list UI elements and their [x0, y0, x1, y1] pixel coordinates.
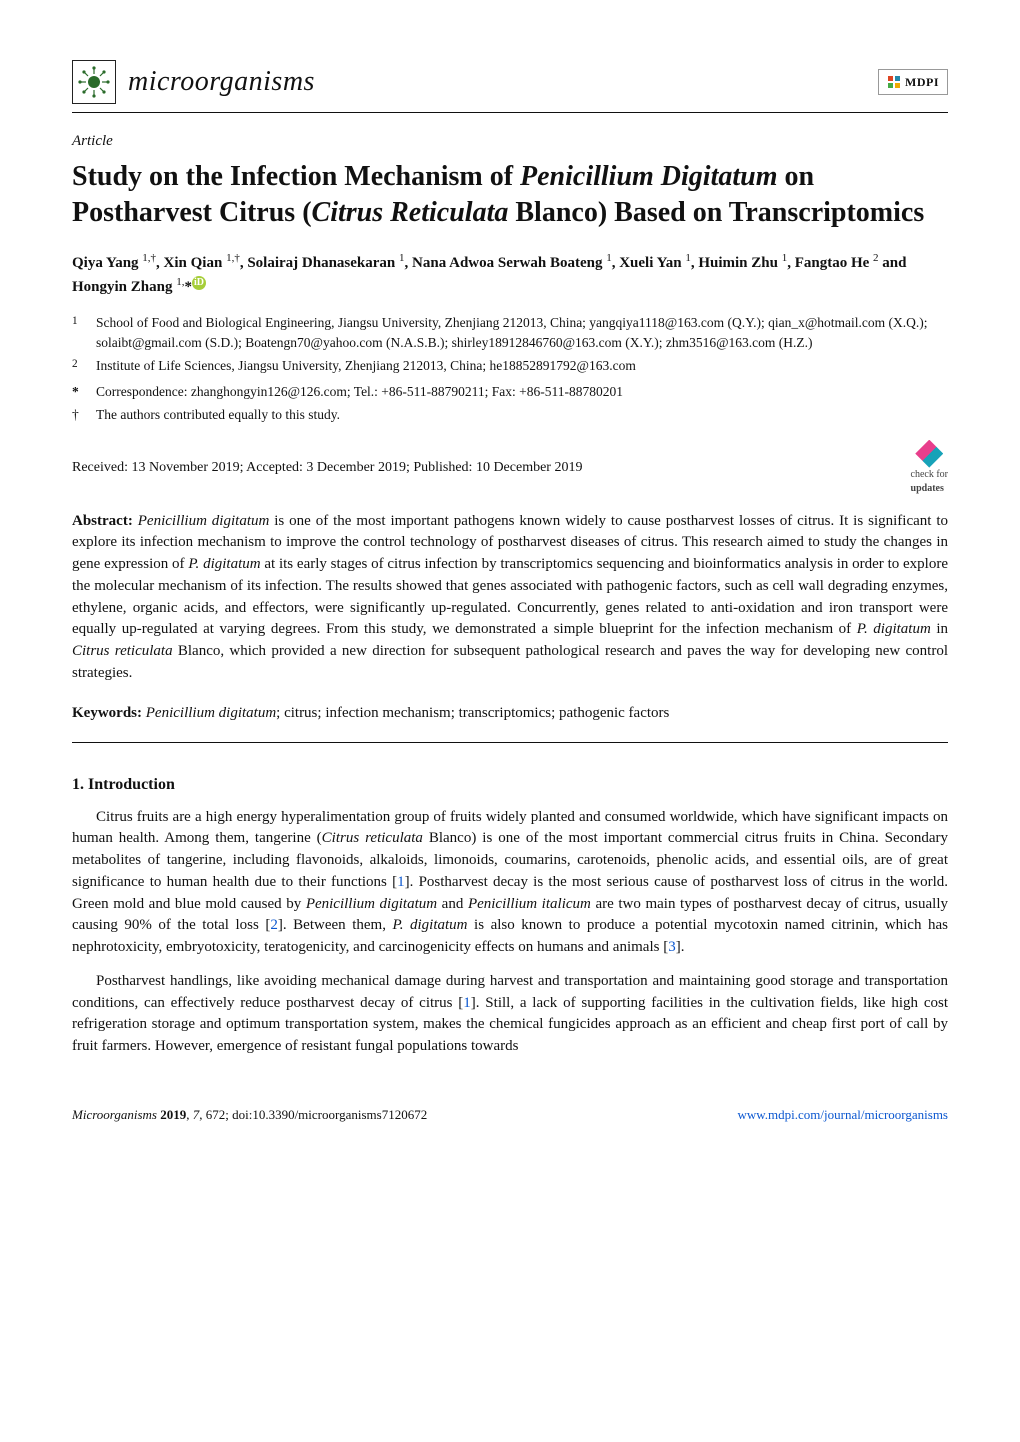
affiliation-text: School of Food and Biological Engineerin…: [96, 313, 948, 355]
journal-brand: microorganisms: [72, 60, 315, 104]
affiliation-text: The authors contributed equally to this …: [96, 405, 340, 426]
affiliation-label: 2: [72, 356, 86, 379]
affiliation-row: 2 Institute of Life Sciences, Jiangsu Un…: [72, 356, 948, 379]
check-for-updates-button[interactable]: check for updates: [911, 440, 948, 497]
citation-link[interactable]: 1: [397, 874, 405, 890]
header-rule: [72, 112, 948, 113]
journal-name: microorganisms: [128, 62, 315, 103]
body-paragraph: Citrus fruits are a high energy hyperali…: [72, 807, 948, 959]
abstract-label: Abstract:: [72, 513, 133, 529]
article-type: Article: [72, 131, 948, 153]
affiliation-label: †: [72, 405, 86, 426]
article-title: Study on the Infection Mechanism of Peni…: [72, 159, 948, 232]
affiliation-label: 1: [72, 313, 86, 355]
keywords-rule: [72, 742, 948, 743]
keywords-label: Keywords:: [72, 705, 142, 721]
affiliation-row: * Correspondence: zhanghongyin126@126.co…: [72, 382, 948, 403]
abstract: Abstract: Penicillium digitatum is one o…: [72, 511, 948, 685]
citation-link[interactable]: 3: [668, 939, 676, 955]
publication-dates: Received: 13 November 2019; Accepted: 3 …: [72, 458, 582, 478]
keywords: Keywords: Penicillium digitatum; citrus;…: [72, 703, 948, 725]
footer-journal-link[interactable]: www.mdpi.com/journal/microorganisms: [737, 1106, 948, 1125]
header: microorganisms MDPI: [72, 60, 948, 104]
affiliation-row: † The authors contributed equally to thi…: [72, 405, 948, 426]
page-footer: Microorganisms 2019, 7, 672; doi:10.3390…: [72, 1106, 948, 1125]
citation-link[interactable]: 2: [270, 917, 278, 933]
citation-link[interactable]: 1: [463, 995, 471, 1011]
journal-logo-icon: [72, 60, 116, 104]
dates-row: Received: 13 November 2019; Accepted: 3 …: [72, 440, 948, 497]
affiliation-row: 1 School of Food and Biological Engineer…: [72, 313, 948, 355]
affiliation-label: *: [72, 382, 86, 403]
affiliation-text: Institute of Life Sciences, Jiangsu Univ…: [96, 356, 636, 379]
publisher-name: MDPI: [905, 74, 939, 91]
affiliation-text: Correspondence: zhanghongyin126@126.com;…: [96, 382, 623, 403]
section-heading: 1. Introduction: [72, 773, 948, 796]
body-paragraph: Postharvest handlings, like avoiding mec…: [72, 971, 948, 1058]
affiliations: 1 School of Food and Biological Engineer…: [72, 313, 948, 426]
check-updates-icon: [915, 440, 943, 468]
check-updates-label: check for: [911, 469, 948, 480]
publisher-badge: MDPI: [878, 69, 948, 95]
mdpi-logo-icon: [887, 75, 901, 89]
check-updates-label: updates: [911, 483, 944, 494]
author-list: Qiya Yang 1,†, Xin Qian 1,†, Solairaj Dh…: [72, 250, 948, 299]
orcid-icon[interactable]: iD: [192, 276, 206, 290]
footer-citation: Microorganisms 2019, 7, 672; doi:10.3390…: [72, 1106, 427, 1125]
